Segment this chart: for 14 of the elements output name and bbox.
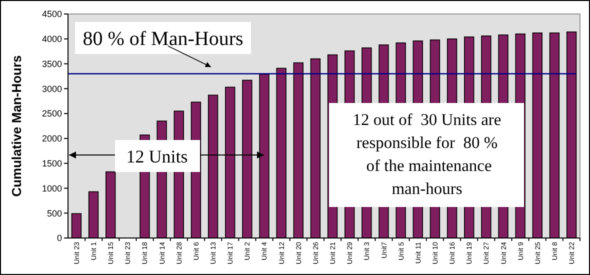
ref-line-label: 80 % of Man-Hours [82,28,244,50]
annotation: 12 out of 30 Units are responsible for 80 % of the maintenance man-hours [352,110,502,198]
y-tick-label: 3000 [42,84,62,94]
y-tick-label: 2500 [42,108,62,119]
annotation: 12 Units [126,146,188,166]
y-tick-label: 500 [46,208,62,218]
y-tick-label: 4000 [42,34,62,44]
y-tick-label: 3500 [42,58,62,69]
y-axis-title: Cumulative Man-Hours [9,55,24,197]
y-tick-label: 0 [56,233,62,244]
y-tick-label: 1000 [42,183,62,194]
y-tick-label: 1500 [42,158,62,168]
y-tick-label: 4500 [42,9,62,20]
y-tick-label: 2000 [42,134,62,144]
